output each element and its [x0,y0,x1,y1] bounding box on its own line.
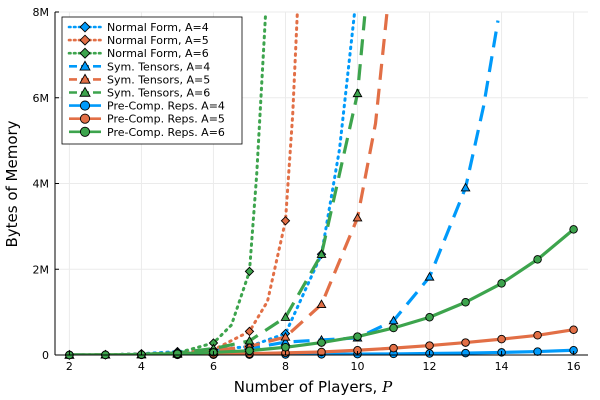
data-point [317,347,326,357]
axes: 2 4 6 8 10 12 14 16 0 2M 4M 6M 8M [33,6,588,373]
data-point [280,216,291,226]
data-point [353,332,362,341]
legend-label: Normal Form, A=6 [107,47,209,60]
legend-marker [79,113,91,124]
data-point [245,346,254,355]
data-point [389,343,398,353]
data-point [280,312,291,321]
data-point [316,249,327,258]
x-tick-label: 12 [423,360,437,373]
y-axis-label: Bytes of Memory [3,120,21,247]
data-point [244,335,255,345]
legend-label: Sym. Tensors, A=4 [107,60,210,73]
y-tick-label: 0 [42,349,49,362]
data-point [533,255,542,264]
data-point [173,349,182,358]
legend-marker [79,86,91,97]
y-tick-label: 2M [33,263,50,276]
legend-marker [79,126,91,137]
x-tick-label: 8 [282,360,289,373]
data-point [497,334,506,344]
data-point [425,341,434,350]
data-point [352,212,363,222]
x-axis-label-text: Number of Players, [234,378,378,396]
data-point [317,338,326,347]
legend-marker [79,60,91,71]
data-point [281,343,290,352]
x-tick-label: 6 [210,360,217,373]
data-point [461,298,470,307]
legend-label: Normal Form, A=5 [107,34,209,47]
legend-label: Sym. Tensors, A=5 [107,73,210,86]
y-tick-label: 4M [33,178,50,191]
data-point [424,271,435,281]
legend-marker [79,21,91,33]
data-point [460,182,471,192]
legend-box [61,16,243,145]
x-tick-label: 16 [567,360,581,373]
x-axis-label: Number of Players, P [234,378,393,396]
legend-label: Sym. Tensors, A=6 [107,87,210,100]
data-point [497,279,506,288]
data-point [425,313,434,322]
legend-label: Pre-Comp. Reps. A=5 [107,113,225,126]
x-axis-label-symbol: P [381,378,393,396]
data-point [280,331,291,341]
legend-marker [79,34,91,46]
x-tick-label: 4 [138,360,145,373]
data-point [533,347,542,356]
data-point [533,331,542,340]
data-point [461,338,470,347]
x-tick-label: 2 [66,360,73,373]
legend-marker [79,47,91,59]
data-point [244,266,255,277]
legend-marker [79,100,91,111]
legend-label: Pre-Comp. Reps. A=4 [107,100,225,113]
legend-label: Normal Form, A=4 [107,21,209,34]
data-point [569,325,578,334]
data-point [461,348,470,358]
legend-marker [79,73,91,84]
data-point [569,225,578,234]
data-point [244,326,255,337]
y-tick-label: 6M [33,92,50,105]
data-point [316,299,327,309]
data-point [389,323,398,333]
x-tick-label: 14 [495,360,509,373]
data-point [352,88,363,98]
x-tick-label: 10 [351,360,365,373]
legend-label: Pre-Comp. Reps. A=6 [107,126,225,139]
y-tick-label: 8M [33,6,50,19]
